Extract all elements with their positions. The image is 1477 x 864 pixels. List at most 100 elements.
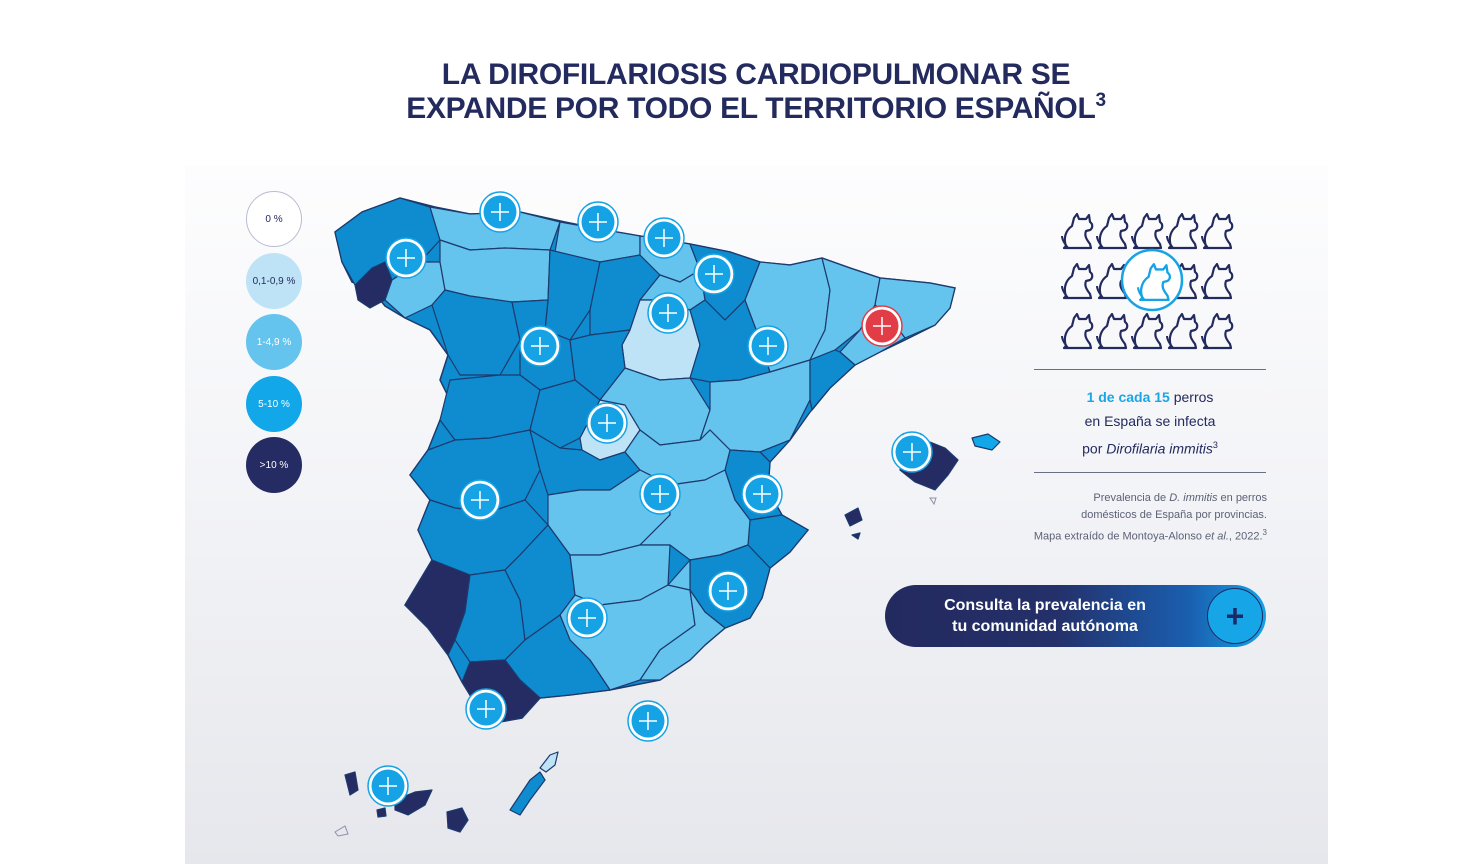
- marker-asturias[interactable]: [479, 191, 521, 233]
- marker-cataluna[interactable]: [861, 305, 903, 347]
- source-reference: 3: [1262, 528, 1267, 537]
- region-hierro: [334, 825, 349, 837]
- marker-extremadura[interactable]: [459, 479, 501, 521]
- divider-bottom: [1034, 472, 1266, 473]
- consult-prevalence-button[interactable]: Consulta la prevalencia en tu comunidad …: [885, 585, 1266, 647]
- source-etal: et al.: [1205, 530, 1229, 543]
- legend-label: 1-4,9 %: [256, 336, 292, 348]
- map-markers: [367, 191, 933, 807]
- legend-item-4: >10 %: [246, 437, 302, 493]
- plus-icon: [655, 229, 673, 247]
- plus-icon: [589, 213, 607, 231]
- title-line-2-text: EXPANDE POR TODO EL TERRITORIO ESPAÑOL: [406, 92, 1096, 125]
- title-reference: 3: [1095, 90, 1106, 111]
- plus-icon: +: [1207, 588, 1263, 644]
- region-tarragona: [809, 349, 856, 411]
- dog-icon: [1060, 212, 1094, 250]
- marker-castilla-y-leon[interactable]: [519, 325, 561, 367]
- title-line-1: LA DIROFILARIOSIS CARDIOPULMONAR SE: [441, 58, 1071, 91]
- marker-aragon[interactable]: [747, 325, 789, 367]
- legend-label: 0,1-0,9 %: [252, 275, 296, 287]
- plus-icon: [477, 700, 495, 718]
- region-almeria: [639, 559, 726, 681]
- marker-melilla[interactable]: [627, 700, 669, 742]
- plus-icon: [578, 609, 596, 627]
- marker-la-rioja[interactable]: [647, 292, 689, 334]
- source-suffix: en perros: [1217, 492, 1267, 504]
- legend-item-1: 0,1-0,9 %: [246, 253, 302, 309]
- region-gran-canaria: [446, 807, 469, 833]
- plus-icon: [753, 485, 771, 503]
- stat-line-3: por Dirofilaria immitis3: [1034, 433, 1266, 461]
- marker-islas-baleares[interactable]: [891, 431, 933, 473]
- legend-item-0: 0 %: [246, 191, 302, 247]
- stat-species: Dirofilaria immitis: [1106, 440, 1213, 457]
- region-menorca: [971, 433, 1001, 451]
- source-year: , 2022.: [1228, 530, 1263, 543]
- plus-icon: [471, 491, 489, 509]
- plus-icon: [531, 337, 549, 355]
- marker-cantabria[interactable]: [577, 201, 619, 243]
- marker-galicia[interactable]: [385, 237, 427, 279]
- marker-ceuta[interactable]: [465, 688, 507, 730]
- plus-icon: [598, 414, 616, 432]
- dog-icon: [1095, 212, 1129, 250]
- marker-murcia[interactable]: [707, 570, 749, 612]
- divider-top: [1034, 369, 1266, 370]
- marker-andalucia[interactable]: [566, 597, 608, 639]
- region-salamanca: [439, 374, 541, 441]
- legend-item-2: 1-4,9 %: [246, 314, 302, 370]
- marker-castilla-la-mancha[interactable]: [639, 473, 681, 515]
- cta-label-line-1: Consulta la prevalencia en: [944, 597, 1146, 614]
- marker-navarra[interactable]: [693, 253, 735, 295]
- plus-icon: [759, 337, 777, 355]
- dog-icon: [1165, 312, 1199, 350]
- plus-icon: [659, 304, 677, 322]
- plus-icon: [873, 317, 891, 335]
- stat-reference: 3: [1212, 440, 1218, 450]
- region-gomera: [376, 807, 387, 818]
- dog-icon: [1060, 262, 1094, 300]
- plus-icon: [719, 582, 737, 600]
- infection-stat: 1 de cada 15 perros en España se infecta…: [1034, 385, 1266, 461]
- plus-icon: [705, 265, 723, 283]
- cta-label-line-2: tu comunidad autónoma: [952, 618, 1138, 635]
- plus-icon: [903, 443, 921, 461]
- legend-label: 0 %: [265, 213, 283, 225]
- source-line-1: Prevalencia de D. immitis en perros: [990, 490, 1267, 507]
- highlighted-dog-icon: [1137, 263, 1172, 302]
- region-lleida: [809, 257, 881, 361]
- plus-icon: [491, 203, 509, 221]
- region-fuerteventura: [509, 771, 546, 816]
- cta-label: Consulta la prevalencia en tu comunidad …: [915, 595, 1175, 637]
- dog-icon: [1165, 212, 1199, 250]
- marker-pais-vasco[interactable]: [643, 217, 685, 259]
- stat-line-2: en España se infecta: [1084, 413, 1216, 429]
- region-formentera: [851, 532, 861, 540]
- region-cabrera: [929, 497, 937, 506]
- dog-icon: [1200, 212, 1234, 250]
- marker-comunidad-valenciana[interactable]: [741, 473, 783, 515]
- source-caption: Prevalencia de D. immitis en perros domé…: [990, 490, 1267, 546]
- title-line-2: EXPANDE POR TODO EL TERRITORIO ESPAÑOL3: [0, 90, 1477, 126]
- dogs-infographic: [1060, 212, 1234, 350]
- region-la-palma: [344, 771, 359, 796]
- page-title: LA DIROFILARIOSIS CARDIOPULMONAR SE EXPA…: [0, 58, 1477, 126]
- plus-icon: [379, 777, 397, 795]
- source-line-3: Mapa extraído de Montoya-Alonso et al., …: [990, 524, 1267, 546]
- dog-icon: [1060, 312, 1094, 350]
- region-tenerife: [394, 789, 433, 816]
- dog-icon: [1095, 312, 1129, 350]
- source-prefix: Prevalencia de: [1093, 492, 1170, 504]
- plus-icon: [397, 249, 415, 267]
- dog-icon: [1200, 262, 1234, 300]
- legend-label: 5-10 %: [258, 398, 290, 410]
- marker-madrid[interactable]: [586, 402, 628, 444]
- stat-line-1-rest: perros: [1169, 389, 1214, 405]
- marker-canarias[interactable]: [367, 765, 409, 807]
- source-line-2: domésticos de España por provincias.: [1081, 509, 1267, 521]
- source-citation: Mapa extraído de Montoya-Alonso: [1033, 530, 1206, 543]
- legend-item-3: 5-10 %: [246, 376, 302, 432]
- stat-highlight: 1 de cada 15: [1086, 389, 1170, 405]
- region-ibiza: [844, 507, 863, 527]
